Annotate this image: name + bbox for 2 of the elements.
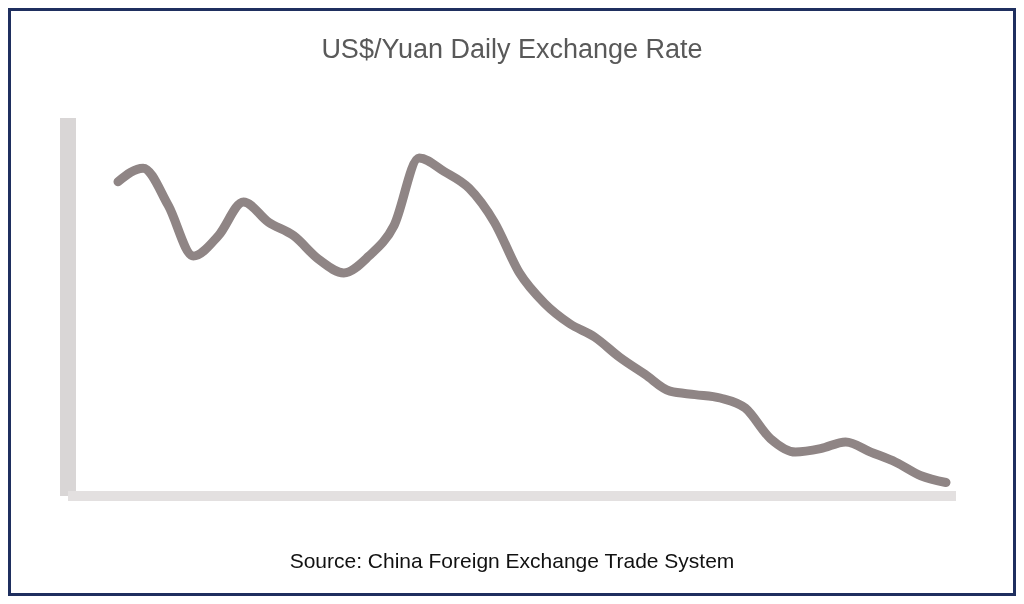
chart-title: US$/Yuan Daily Exchange Rate	[321, 34, 703, 64]
source-note: Source: China Foreign Exchange Trade System	[289, 549, 735, 572]
